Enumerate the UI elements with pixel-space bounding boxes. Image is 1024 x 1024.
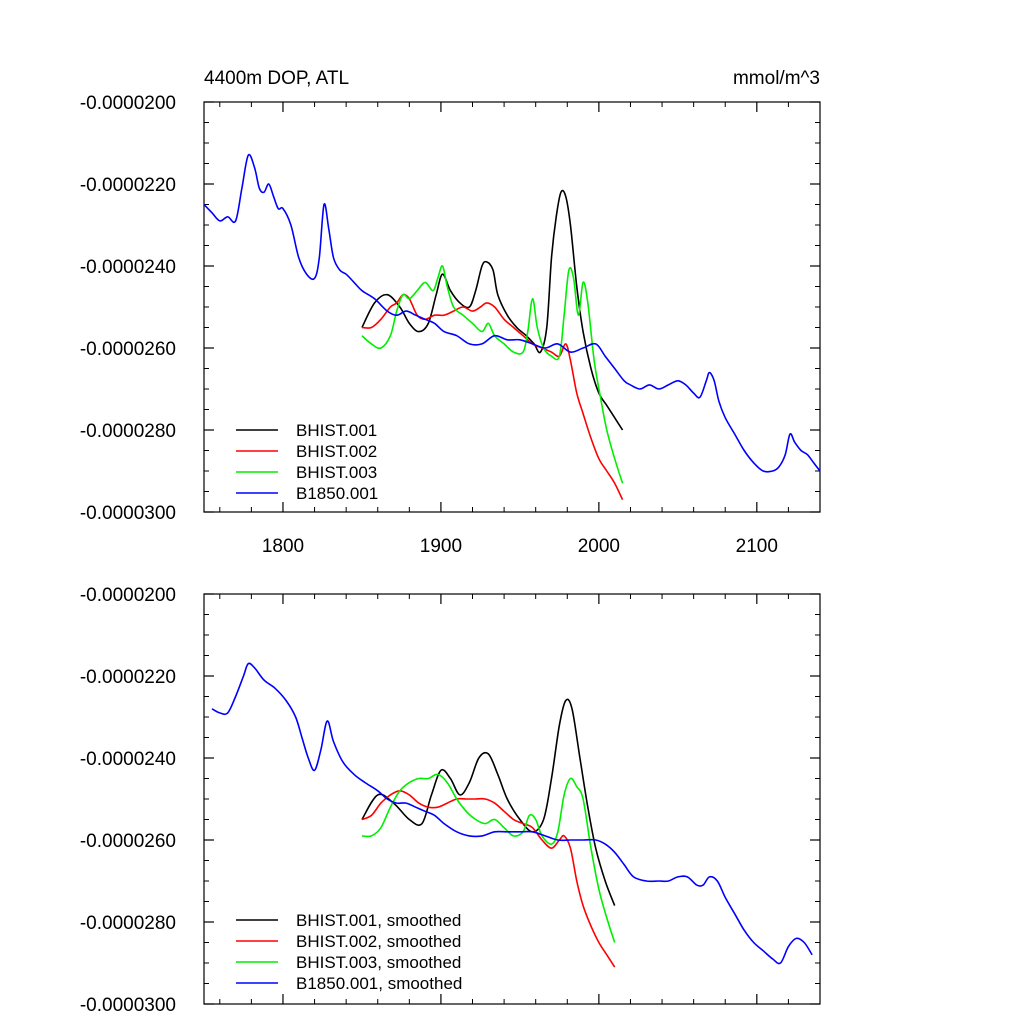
series-line (361, 698, 616, 906)
x-tick-label: 1900 (420, 536, 462, 557)
series-line (361, 189, 624, 431)
chart-title: 4400m DOP, ATL (204, 68, 349, 89)
legend-label: B1850.001, smoothed (296, 974, 462, 993)
x-tick-label: 2100 (736, 536, 778, 557)
x-tick-label: 2000 (578, 536, 620, 557)
y-tick-label: -0.0000260 (80, 831, 176, 852)
y-tick-label: -0.0000220 (80, 667, 176, 688)
legend-label: BHIST.002, smoothed (296, 932, 461, 951)
series-line (211, 662, 813, 965)
series-line (361, 265, 624, 484)
x-tick-label: 1800 (262, 536, 304, 557)
y-tick-label: -0.0000200 (80, 585, 176, 606)
chart-units: mmol/m^3 (733, 68, 820, 89)
top-panel: -0.0000200 -0.0000220 -0.0000240 -0.0000260… (80, 68, 821, 557)
legend-label: BHIST.001, smoothed (296, 911, 461, 930)
series-line (361, 293, 624, 501)
y-tick-label: -0.0000280 (80, 913, 176, 934)
y-tick-label: -0.0000240 (80, 257, 176, 278)
legend-label: BHIST.003, smoothed (296, 953, 461, 972)
legend-label: BHIST.001 (296, 421, 377, 440)
legend-label: BHIST.003 (296, 463, 377, 482)
y-tick-label: -0.0000280 (80, 421, 176, 442)
legend-label: B1850.001 (296, 484, 378, 503)
series-line (361, 790, 616, 968)
y-tick-label: -0.0000260 (80, 339, 176, 360)
series-line (203, 153, 821, 473)
y-tick-label: -0.0000300 (80, 503, 176, 524)
series-line (361, 773, 616, 943)
y-tick-label: -0.0000220 (80, 175, 176, 196)
y-tick-label: -0.0000200 (80, 93, 176, 114)
bottom-panel: -0.0000200 -0.0000220 -0.0000240 -0.0000260… (80, 585, 821, 1016)
legend-label: BHIST.002 (296, 442, 377, 461)
y-tick-label: -0.0000300 (80, 995, 176, 1016)
y-tick-label: -0.0000240 (80, 749, 176, 770)
